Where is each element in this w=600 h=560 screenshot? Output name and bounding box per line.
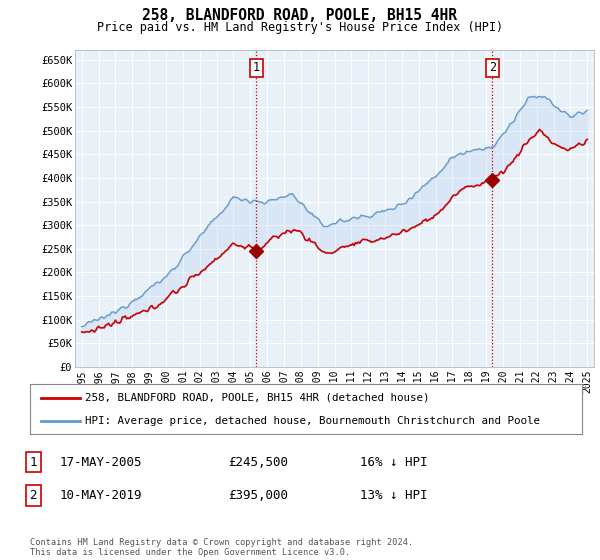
Text: 17-MAY-2005: 17-MAY-2005: [60, 455, 143, 469]
Text: £245,500: £245,500: [228, 455, 288, 469]
Text: 258, BLANDFORD ROAD, POOLE, BH15 4HR (detached house): 258, BLANDFORD ROAD, POOLE, BH15 4HR (de…: [85, 393, 430, 403]
Text: Price paid vs. HM Land Registry's House Price Index (HPI): Price paid vs. HM Land Registry's House …: [97, 21, 503, 34]
Text: 2: 2: [488, 62, 496, 74]
Text: 1: 1: [253, 62, 260, 74]
Text: 10-MAY-2019: 10-MAY-2019: [60, 489, 143, 502]
Text: £395,000: £395,000: [228, 489, 288, 502]
Text: HPI: Average price, detached house, Bournemouth Christchurch and Poole: HPI: Average price, detached house, Bour…: [85, 416, 540, 426]
Text: 258, BLANDFORD ROAD, POOLE, BH15 4HR: 258, BLANDFORD ROAD, POOLE, BH15 4HR: [143, 8, 458, 24]
Text: 2: 2: [29, 489, 37, 502]
Text: 13% ↓ HPI: 13% ↓ HPI: [360, 489, 427, 502]
Text: 1: 1: [29, 455, 37, 469]
Text: Contains HM Land Registry data © Crown copyright and database right 2024.
This d: Contains HM Land Registry data © Crown c…: [30, 538, 413, 557]
Text: 16% ↓ HPI: 16% ↓ HPI: [360, 455, 427, 469]
